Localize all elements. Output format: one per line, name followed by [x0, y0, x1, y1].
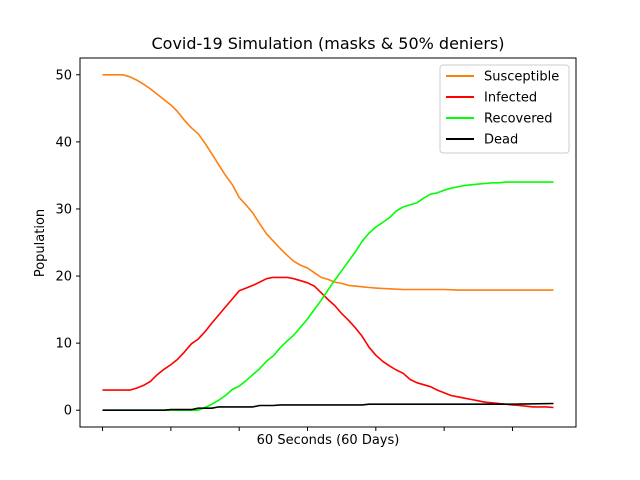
- y-tick-label: 40: [55, 135, 72, 150]
- series-line-infected: [102, 276, 554, 409]
- legend: Susceptible Infected Recovered Dead: [439, 64, 570, 154]
- series-line-recovered: [102, 181, 554, 412]
- y-tick-label: 20: [55, 270, 72, 285]
- plot-area: [79, 57, 577, 428]
- y-tick-label: 0: [64, 404, 72, 419]
- legend-label-recovered: Recovered: [484, 112, 553, 127]
- legend-label-susceptible: Susceptible: [484, 70, 559, 85]
- legend-label-infected: Infected: [484, 91, 537, 106]
- series-line-dead: [102, 402, 554, 412]
- plot-frame: [79, 57, 577, 428]
- legend-frame: [439, 64, 570, 154]
- y-axis: 0 10 20 30 40 50: [55, 68, 80, 419]
- legend-label-dead: Dead: [484, 133, 518, 148]
- x-axis: [102, 427, 513, 431]
- y-tick-label: 50: [55, 68, 72, 83]
- y-axis-label: Population: [33, 209, 48, 277]
- x-axis-label: 60 Seconds (60 Days): [257, 433, 400, 448]
- series-line-susceptible: [102, 74, 554, 291]
- y-tick-label: 30: [55, 202, 72, 217]
- chart-title: Covid-19 Simulation (masks & 50% deniers…: [151, 34, 504, 53]
- y-tick-label: 10: [55, 337, 72, 352]
- series-layer: [102, 74, 554, 412]
